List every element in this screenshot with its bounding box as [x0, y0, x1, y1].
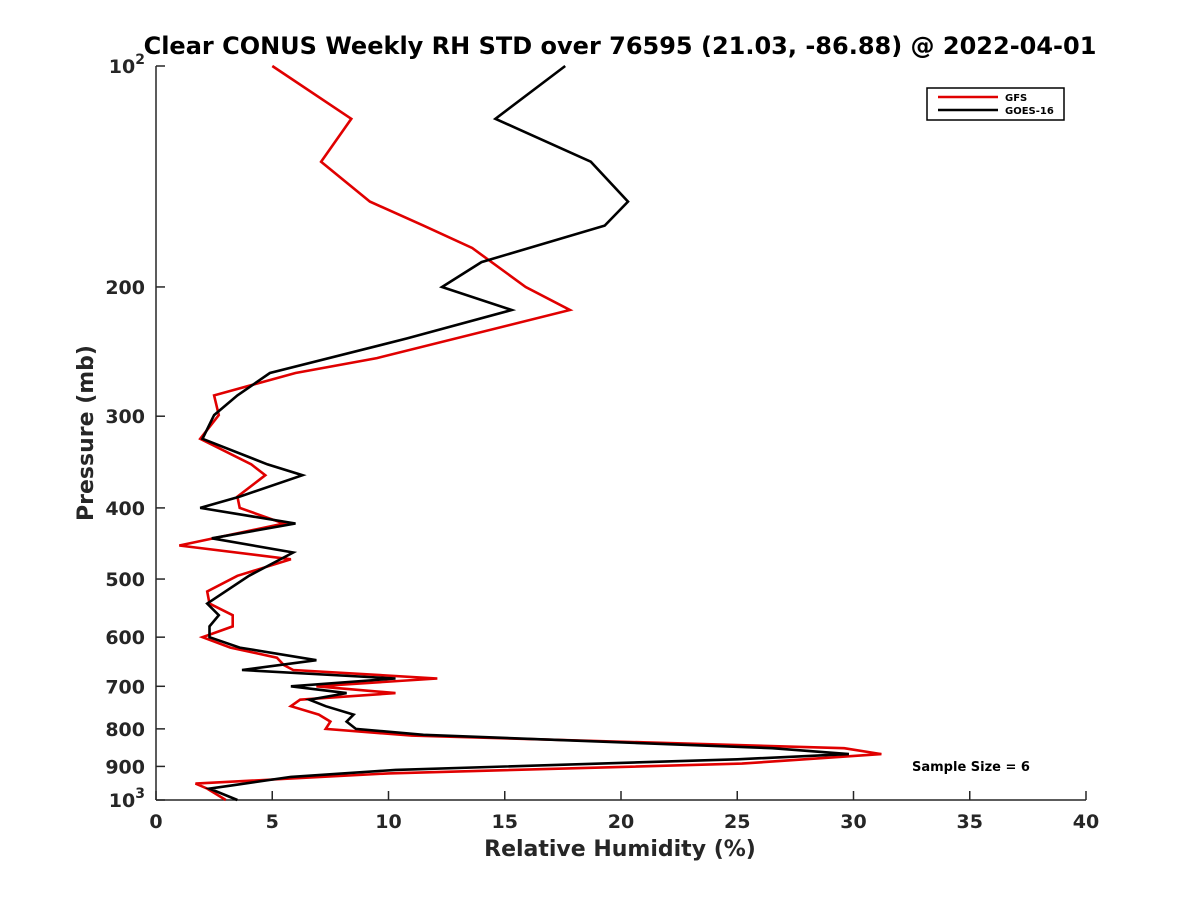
y-tick-label: 400 — [105, 498, 145, 520]
y-tick-label: 600 — [105, 627, 145, 649]
series-line-gfs — [179, 64, 882, 802]
x-tick-label: 40 — [1073, 811, 1099, 833]
y-tick-label: 900 — [105, 756, 145, 778]
y-tick-label: 700 — [105, 676, 145, 698]
x-tick-label: 15 — [492, 811, 518, 833]
legend-label-goes-16: GOES-16 — [1005, 106, 1054, 117]
series-layer — [179, 64, 882, 802]
sample-size-annotation: Sample Size = 6 — [912, 760, 1030, 775]
series-line-goes-16 — [199, 64, 849, 802]
x-tick-label: 20 — [608, 811, 634, 833]
y-tick-label: 800 — [105, 719, 145, 741]
y-axis-title: Pressure (mb) — [74, 345, 99, 521]
x-tick-label: 30 — [840, 811, 866, 833]
chart-title: Clear CONUS Weekly RH STD over 76595 (21… — [144, 32, 1097, 60]
legend-box — [926, 87, 1065, 121]
y-tick-label: 103 — [109, 786, 145, 812]
y-tick-label: 300 — [105, 406, 145, 428]
y-tick-label: 102 — [109, 52, 145, 78]
x-tick-label: 10 — [375, 811, 401, 833]
legend-label-gfs: GFS — [1005, 93, 1027, 104]
x-axis-title: Relative Humidity (%) — [484, 837, 756, 862]
y-tick-label: 200 — [105, 277, 145, 299]
legend: GFS GOES-16 — [926, 87, 1065, 121]
x-tick-label: 35 — [957, 811, 983, 833]
plot-axes: 0 5 10 15 20 25 30 35 40 102 200 300 400 500 600 700 800… — [105, 52, 1099, 833]
x-tick-label: 5 — [266, 811, 279, 833]
x-tick-label: 0 — [149, 811, 162, 833]
x-tick-label: 25 — [724, 811, 750, 833]
y-tick-label: 500 — [105, 569, 145, 591]
